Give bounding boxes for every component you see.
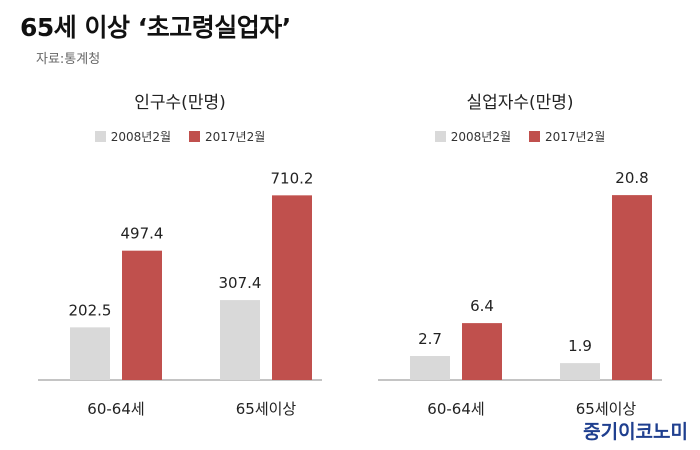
population-bar-chart: 202.5 497.4 60-64세 307.4 710.2 65세이상	[38, 169, 322, 418]
data-label: 202.5	[69, 301, 112, 319]
legend-item-2008: 2008년2월	[94, 128, 171, 145]
bar-series-2017-60-64	[462, 323, 502, 380]
data-label: 710.2	[271, 169, 314, 187]
unemployed-legend: 2008년2월 2017년2월	[360, 128, 680, 145]
data-label: 20.8	[615, 169, 648, 187]
legend-label-2017: 2017년2월	[545, 130, 606, 144]
bar-series-2008-65plus	[220, 300, 260, 380]
bar-series-2017-60-64	[122, 250, 162, 380]
bar-series-2017-65plus	[272, 195, 312, 380]
population-chart-panel: 인구수(만명) 2008년2월 2017년2월 202.5 497.4 60-64세…	[20, 80, 340, 425]
source-note: 자료:통계청	[36, 52, 101, 67]
brand-logo: 중기이코노미	[583, 421, 688, 443]
data-label: 307.4	[219, 274, 262, 292]
unemployed-bar-chart: 2.7 6.4 60-64세 1.9 20.8 65세이상	[378, 169, 662, 418]
data-label: 2.7	[418, 330, 442, 348]
bar-series-2017-65plus	[612, 195, 652, 380]
bar-series-2008-60-64	[70, 327, 110, 380]
legend-swatch-2017	[189, 131, 200, 142]
legend-label-2008: 2008년2월	[450, 130, 511, 144]
legend-swatch-2008	[94, 131, 106, 142]
category-label: 60-64세	[87, 400, 144, 418]
data-label: 1.9	[568, 337, 592, 355]
category-label: 65세이상	[236, 400, 297, 418]
legend-swatch-2017	[529, 131, 540, 142]
category-label: 65세이상	[576, 400, 637, 418]
unemployed-chart-panel: 실업자수(만명) 2008년2월 2017년2월 2.7 6.4 60-64세 1.9…	[360, 80, 680, 425]
legend-label-2017: 2017년2월	[205, 130, 266, 144]
category-label: 60-64세	[427, 400, 484, 418]
data-label: 497.4	[121, 225, 164, 243]
data-label: 6.4	[470, 297, 494, 315]
population-legend: 2008년2월 2017년2월	[20, 128, 340, 145]
legend-swatch-2008	[434, 131, 446, 142]
bar-series-2008-60-64	[410, 356, 450, 380]
population-chart-title: 인구수(만명)	[134, 93, 226, 113]
legend-item-2017: 2017년2월	[189, 128, 265, 145]
bar-series-2008-65plus	[560, 363, 600, 380]
legend-item-2008: 2008년2월	[434, 128, 511, 145]
chart-title: 65세 이상 ‘초고령실업자’	[20, 13, 291, 42]
legend-label-2008: 2008년2월	[110, 130, 171, 144]
legend-item-2017: 2017년2월	[529, 128, 605, 145]
unemployed-chart-title: 실업자수(만명)	[466, 93, 574, 113]
